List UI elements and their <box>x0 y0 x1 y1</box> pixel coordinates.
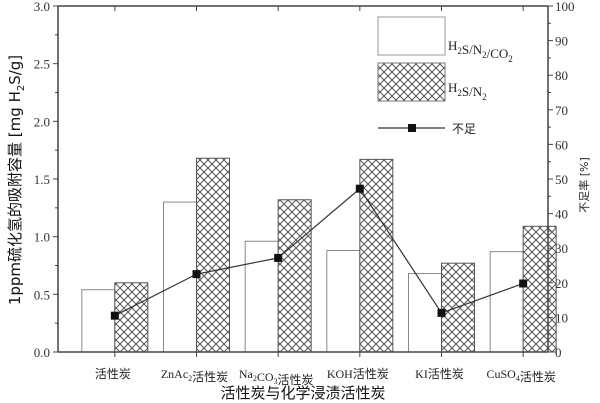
y2-tick-label: 80 <box>555 68 568 83</box>
point-shortfall <box>519 279 528 288</box>
line-shortfall <box>114 187 524 317</box>
legend-label: H2S/N2 <box>448 80 487 102</box>
y-tick-label: 0.0 <box>34 345 50 360</box>
y2-tick-label: 40 <box>555 207 568 222</box>
legend-swatch-hatch <box>377 62 446 102</box>
y2-tick-label: 50 <box>555 172 568 187</box>
legend-marker <box>408 124 416 132</box>
bar-h2s-n2 <box>359 158 394 353</box>
bar-h2s-n2-co2 <box>408 273 442 353</box>
y-tick-label: 2.0 <box>34 114 50 129</box>
axes: 0.0 0.5 1.0 1.5 2.0 2.5 3.0 0 10 20 30 40 50 60 70 80 90… <box>34 0 575 387</box>
legend-label: H2S/N2/CO2 <box>448 38 513 64</box>
bar-h2s-n2 <box>277 199 312 353</box>
bar-h2s-n2-co2 <box>244 240 279 353</box>
bar-h2s-n2-co2 <box>489 251 524 353</box>
legend: H2S/N2/CO2 H2S/N2 不足 <box>377 16 513 136</box>
x-tick-label: KOH活性炭 <box>327 367 389 381</box>
x-axis-title: 活性炭与化学浸渍活性炭 <box>220 384 385 402</box>
y-tick-label: 3.0 <box>34 0 50 14</box>
x-tick-label: 活性炭 <box>95 367 131 381</box>
x-tick-label: ZnAc2活性炭 <box>161 367 228 384</box>
y2-tick-label: 10 <box>555 310 568 325</box>
x-tick-label: CuSO4活性炭 <box>486 367 555 384</box>
bar-h2s-n2 <box>196 157 230 353</box>
y-axis-title: 1ppm硫化氢的吸附容量 [mg H2S/g] <box>6 55 27 305</box>
y-tick-label: 1.0 <box>34 230 50 245</box>
point-shortfall <box>437 308 446 317</box>
point-shortfall <box>192 270 201 279</box>
y-tick-label: 1.5 <box>34 172 50 187</box>
y2-tick-label: 70 <box>555 103 568 118</box>
x-tick-label: KI活性炭 <box>415 367 464 381</box>
y-tick-label: 0.5 <box>34 287 50 302</box>
y2-tick-label: 90 <box>555 34 568 49</box>
bar-h2s-n2-co2 <box>326 250 361 353</box>
point-shortfall <box>110 311 119 320</box>
x-tick-label: Na2CO3活性炭 <box>239 367 314 387</box>
y2-tick-label: 20 <box>555 276 568 291</box>
bar-h2s-n2 <box>522 225 557 353</box>
point-shortfall <box>274 253 283 262</box>
series-line <box>110 184 528 320</box>
y2-tick-label: 30 <box>555 241 568 256</box>
y2-tick-label: 0 <box>555 345 562 360</box>
bar-h2s-n2 <box>114 282 149 353</box>
y2-tick-label: 60 <box>555 137 568 152</box>
bar-h2s-n2-co2 <box>81 289 116 353</box>
point-shortfall <box>355 184 364 193</box>
bars <box>81 157 557 353</box>
y2-axis-title: 不足率 [%] <box>577 157 591 213</box>
y-tick-label: 2.5 <box>34 57 50 72</box>
y2-tick-label: 100 <box>555 0 575 14</box>
legend-swatch-white <box>377 16 446 56</box>
legend-label: 不足 <box>452 122 476 136</box>
